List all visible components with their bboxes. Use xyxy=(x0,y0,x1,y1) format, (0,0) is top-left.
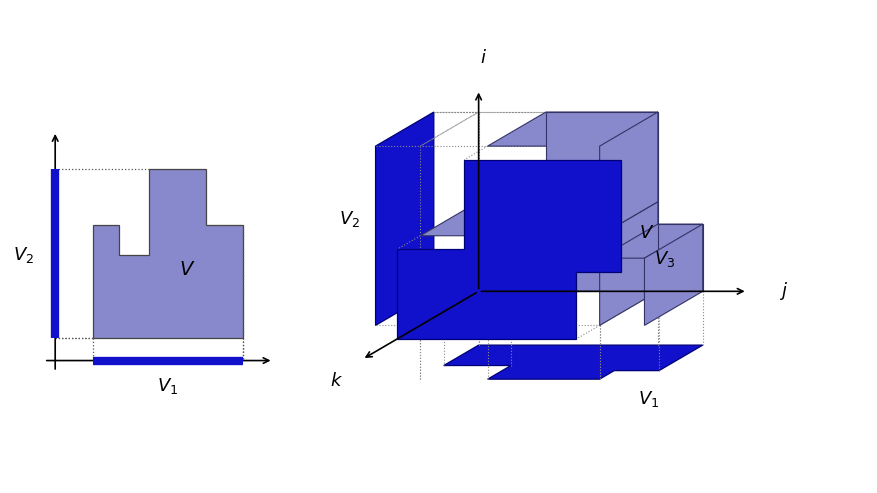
Polygon shape xyxy=(657,224,702,291)
Polygon shape xyxy=(599,112,657,236)
Polygon shape xyxy=(396,160,620,339)
Text: $V$: $V$ xyxy=(638,224,653,242)
Polygon shape xyxy=(599,224,702,258)
Text: $V_1$: $V_1$ xyxy=(157,376,178,395)
Polygon shape xyxy=(443,345,702,379)
Text: $k$: $k$ xyxy=(330,372,343,390)
Text: $V_1$: $V_1$ xyxy=(637,389,658,409)
Polygon shape xyxy=(420,202,657,236)
Polygon shape xyxy=(375,112,433,325)
Text: $j$: $j$ xyxy=(778,281,787,302)
Text: $V_2$: $V_2$ xyxy=(339,209,360,229)
Text: $V_3$: $V_3$ xyxy=(653,249,674,269)
Polygon shape xyxy=(93,169,243,338)
Polygon shape xyxy=(599,202,657,325)
Polygon shape xyxy=(545,112,657,202)
Text: $V_2$: $V_2$ xyxy=(13,245,34,265)
Polygon shape xyxy=(478,202,657,291)
Polygon shape xyxy=(644,224,702,325)
Text: $i$: $i$ xyxy=(479,49,486,67)
Polygon shape xyxy=(487,112,657,146)
Text: $V$: $V$ xyxy=(178,261,195,279)
